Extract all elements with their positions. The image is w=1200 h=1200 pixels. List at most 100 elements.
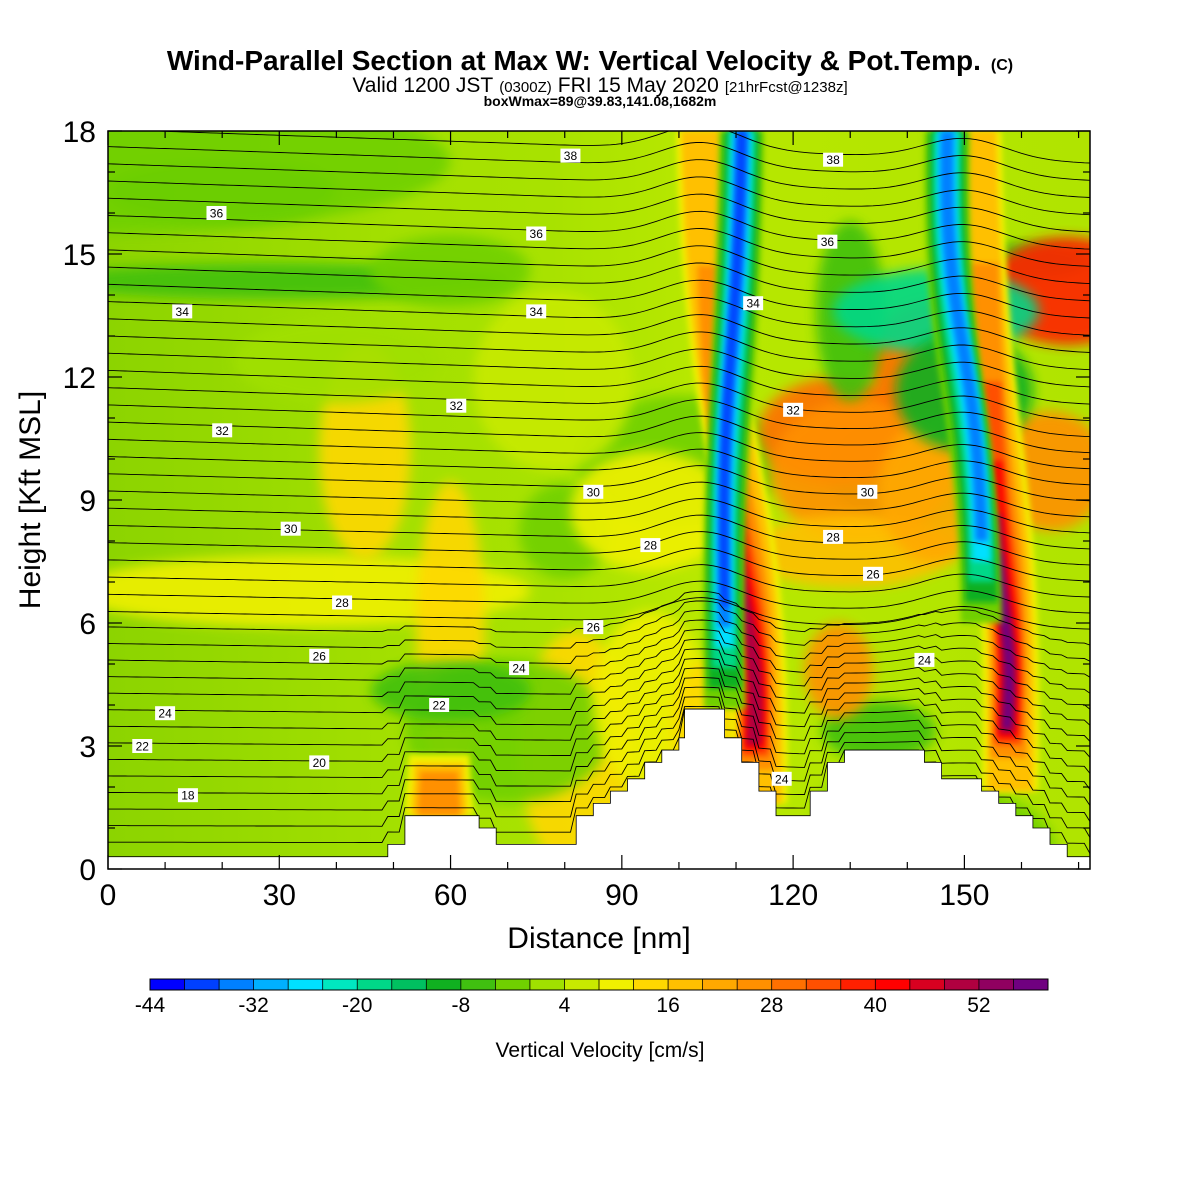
theta-contour [108,193,1090,233]
theta-contour [108,514,1090,550]
colorbar-tick-label: 40 [864,994,887,1017]
theta-contour [108,228,1090,267]
svg-text:36: 36 [821,235,835,249]
theta-contour [108,481,1090,518]
svg-text:36: 36 [530,227,544,241]
svg-text:38: 38 [826,153,840,167]
colorbar-tick-label: -44 [135,994,166,1017]
downdraft-bands [703,131,1003,710]
y-axis: 0 36 9 12 15 18 [63,116,1090,887]
svg-text:22: 22 [136,740,150,754]
svg-text:28: 28 [826,530,840,544]
colorbar-swatch [564,979,600,990]
svg-text:34: 34 [176,305,190,319]
colorbar-swatch [702,979,738,990]
colorbar-swatch [391,979,427,990]
colorbar-swatch [426,979,462,990]
svg-text:30: 30 [587,485,601,499]
contour-label-24: 24 [155,706,176,721]
theta-contour [108,365,1090,405]
colorbar-swatch [495,979,531,990]
theta-contour [108,619,1090,694]
theta-contour [108,564,1090,598]
x-axis: 0 30 60 90 120 150 [100,131,1080,912]
contour-label-24: 24 [509,661,530,676]
contour-label-22: 22 [132,739,153,754]
colorbar-swatch [357,979,393,990]
contour-label-28: 28 [332,595,353,610]
vertical-velocity-field: 18 20 22 22 24 24 24 24 26 26 26 28 28 28 30 30 30 32 32 32… [108,131,1090,869]
downdraft-band-2-level [940,131,988,541]
theta-contour [108,448,1090,486]
theta-contour [108,331,1090,371]
colorbar-tick-label: -32 [238,994,268,1017]
x-tick-label: 120 [768,879,818,912]
svg-text:30: 30 [284,522,298,536]
svg-text:34: 34 [746,297,760,311]
colorbar-swatch [875,979,911,990]
terrain [108,708,1090,869]
theta-contour [108,348,1090,388]
svg-text:26: 26 [587,621,601,635]
theta-contour [108,159,1090,198]
colorbar-swatch [771,979,807,990]
contour-label-32: 32 [783,402,804,417]
theta-contour [108,686,1090,806]
y-tick-label: 0 [79,854,96,887]
contour-label-38: 38 [823,152,844,167]
x-tick-label: 0 [100,879,117,912]
colorbar-swatch [944,979,980,990]
svg-text:20: 20 [313,756,327,770]
theta-contour [108,610,1090,678]
colorbar-swatch [322,979,358,990]
theta-contour [108,279,1090,319]
y-tick-label: 12 [63,362,96,395]
y-tick-label: 6 [79,608,96,641]
colorbar-tick-label: 28 [760,994,783,1017]
contour-label-28: 28 [640,538,661,553]
contour-label-22: 22 [429,698,450,713]
svg-text:26: 26 [866,567,880,581]
colorbar-tick-label: 52 [967,994,990,1017]
svg-text:26: 26 [313,649,327,663]
box-info: boxWmax=89@39.83,141.08,1682m [484,93,717,109]
theta-contour [108,580,1090,614]
colorbar-title: Vertical Velocity [cm/s] [496,1039,705,1062]
x-axis-title: Distance [nm] [507,922,690,955]
colorbar-swatch [184,979,220,990]
svg-text:24: 24 [158,707,172,721]
field-blob [473,291,634,471]
colorbar-swatch [633,979,669,990]
svg-text:30: 30 [861,485,875,499]
contour-label-30: 30 [857,484,878,499]
colorbar-swatch [288,979,324,990]
theta-contour [108,399,1090,438]
colorbar-swatch [460,979,496,990]
field-blob [370,235,531,307]
svg-text:22: 22 [432,699,446,713]
svg-text:32: 32 [216,424,230,438]
field-blob [804,623,874,719]
theta-contour [108,638,1090,726]
contour-label-34: 34 [526,304,547,319]
contour-label-38: 38 [560,148,581,163]
theta-contour [108,314,1090,353]
contour-label-30: 30 [583,484,604,499]
y-tick-label: 15 [63,239,96,272]
colorbar-swatch [806,979,842,990]
theta-contour [108,176,1090,216]
theta-contour [108,245,1090,285]
colorbar-swatch [529,979,565,990]
svg-text:24: 24 [775,772,789,786]
contour-label-36: 36 [526,226,547,241]
colorbar-frame [149,978,1049,991]
y-tick-label: 9 [79,485,96,518]
contour-label-32: 32 [446,398,467,413]
theta-contour [108,657,1090,758]
theta-contour [108,547,1090,582]
contour-label-26: 26 [863,566,884,581]
colorbar-swatch [668,979,704,990]
contour-label-18: 18 [177,788,198,803]
colorbar-tick-label: 4 [559,994,571,1017]
svg-text:32: 32 [450,399,464,413]
